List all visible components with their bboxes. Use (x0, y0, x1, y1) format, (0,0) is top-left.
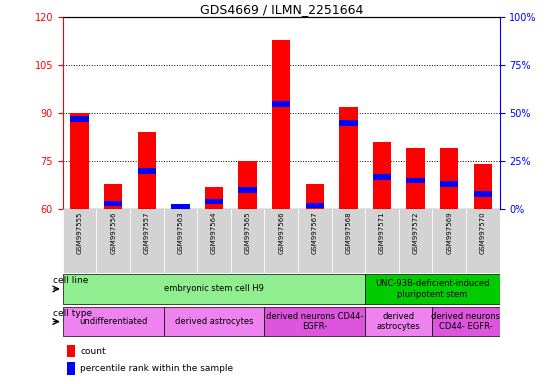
Text: GSM997567: GSM997567 (312, 211, 318, 254)
Bar (138, 168, 156, 174)
Bar (239, 161, 257, 209)
Bar (406, 149, 425, 209)
Bar (365, 307, 432, 336)
Bar (197, 209, 231, 273)
Text: GSM997572: GSM997572 (413, 211, 419, 254)
Bar (63, 274, 365, 304)
Bar (272, 40, 290, 209)
Bar (365, 274, 500, 304)
Bar (205, 187, 223, 209)
Bar (264, 307, 365, 336)
Text: cell type: cell type (53, 309, 92, 318)
Bar (171, 205, 189, 210)
Text: derived astrocytes: derived astrocytes (175, 317, 253, 326)
Text: percentile rank within the sample: percentile rank within the sample (80, 364, 233, 373)
Title: GDS4669 / ILMN_2251664: GDS4669 / ILMN_2251664 (199, 3, 363, 16)
Bar (406, 178, 425, 184)
Bar (306, 203, 324, 208)
Bar (67, 362, 75, 375)
Text: embryonic stem cell H9: embryonic stem cell H9 (164, 285, 264, 293)
Bar (440, 149, 459, 209)
Bar (466, 209, 500, 273)
Bar (432, 307, 500, 336)
Text: GSM997569: GSM997569 (446, 211, 452, 254)
Bar (373, 142, 391, 209)
Bar (440, 182, 459, 187)
Bar (365, 209, 399, 273)
Text: cell line: cell line (53, 276, 88, 285)
Text: GSM997557: GSM997557 (144, 211, 150, 254)
Bar (70, 113, 89, 209)
Bar (264, 209, 298, 273)
Bar (339, 107, 358, 209)
Bar (306, 184, 324, 209)
Bar (63, 307, 164, 336)
Text: GSM997570: GSM997570 (480, 211, 486, 254)
Bar (138, 132, 156, 209)
Bar (272, 101, 290, 107)
Bar (104, 184, 122, 209)
Text: GSM997563: GSM997563 (177, 211, 183, 254)
Text: GSM997566: GSM997566 (278, 211, 284, 254)
Bar (70, 116, 89, 122)
Bar (399, 209, 432, 273)
Bar (473, 164, 492, 209)
Bar (63, 209, 97, 273)
Text: derived
astrocytes: derived astrocytes (377, 312, 420, 331)
Bar (373, 174, 391, 180)
Text: GSM997568: GSM997568 (346, 211, 352, 254)
Text: GSM997565: GSM997565 (245, 211, 251, 254)
Text: GSM997556: GSM997556 (110, 211, 116, 254)
Bar (164, 209, 197, 273)
Text: GSM997555: GSM997555 (76, 211, 82, 253)
Bar (231, 209, 264, 273)
Text: UNC-93B-deficient-induced
pluripotent stem: UNC-93B-deficient-induced pluripotent st… (375, 279, 490, 299)
Bar (97, 209, 130, 273)
Text: undifferentiated: undifferentiated (79, 317, 147, 326)
Bar (130, 209, 164, 273)
Bar (298, 209, 331, 273)
Text: derived neurons CD44-
EGFR-: derived neurons CD44- EGFR- (266, 312, 364, 331)
Text: derived neurons
CD44- EGFR-: derived neurons CD44- EGFR- (431, 312, 501, 331)
Bar (339, 120, 358, 126)
Bar (473, 191, 492, 197)
Text: count: count (80, 347, 106, 356)
Bar (331, 209, 365, 273)
Bar (205, 199, 223, 205)
Bar (239, 187, 257, 193)
Text: GSM997564: GSM997564 (211, 211, 217, 254)
Text: GSM997571: GSM997571 (379, 211, 385, 254)
Bar (164, 307, 264, 336)
Bar (67, 345, 75, 357)
Bar (104, 201, 122, 207)
Bar (171, 206, 189, 209)
Bar (432, 209, 466, 273)
